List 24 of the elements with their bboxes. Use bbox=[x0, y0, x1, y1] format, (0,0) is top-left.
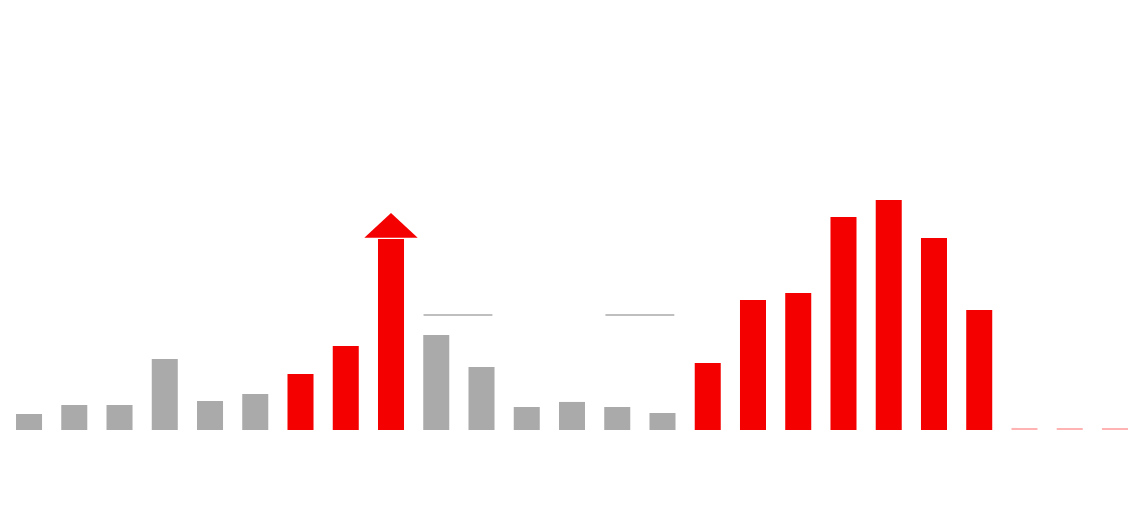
bar bbox=[61, 404, 88, 430]
bar bbox=[513, 407, 540, 430]
bar bbox=[649, 412, 676, 430]
bar bbox=[197, 401, 224, 430]
bar bbox=[332, 346, 359, 430]
bar bbox=[875, 200, 902, 430]
bar bbox=[423, 335, 450, 430]
bar bbox=[558, 401, 586, 430]
bar bbox=[739, 300, 766, 430]
bar bbox=[785, 292, 812, 430]
bar bbox=[287, 374, 314, 430]
bar bbox=[1056, 427, 1083, 430]
bar bbox=[604, 407, 631, 430]
bar bbox=[242, 393, 269, 430]
bar bbox=[920, 237, 947, 430]
bar bbox=[966, 309, 993, 430]
bar bbox=[106, 404, 133, 430]
bar bbox=[468, 366, 495, 430]
bar bbox=[16, 413, 43, 430]
bar bbox=[151, 358, 178, 430]
bar bbox=[1011, 427, 1038, 430]
bar bbox=[830, 217, 857, 430]
bar bbox=[694, 363, 721, 430]
bar bbox=[1101, 427, 1128, 430]
